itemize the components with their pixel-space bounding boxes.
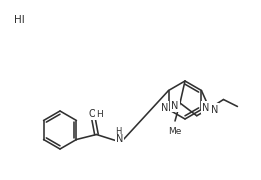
- Text: H: H: [115, 127, 122, 136]
- Text: O: O: [89, 109, 96, 118]
- Text: N: N: [161, 102, 168, 112]
- Text: Me: Me: [168, 127, 182, 136]
- Text: H: H: [96, 110, 103, 119]
- Text: HI: HI: [14, 15, 25, 25]
- Text: N: N: [116, 134, 123, 145]
- Text: N: N: [211, 105, 218, 114]
- Text: N: N: [171, 101, 179, 111]
- Text: N: N: [202, 102, 209, 112]
